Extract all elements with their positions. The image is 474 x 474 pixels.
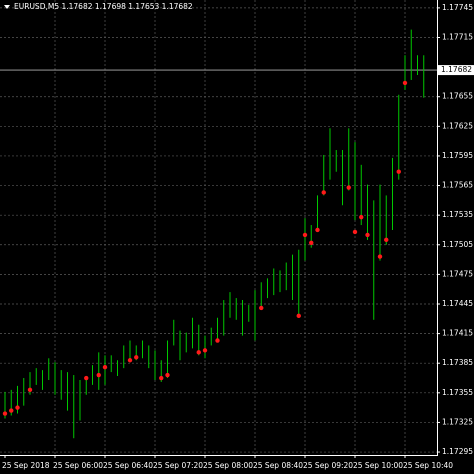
indicator-dot [384, 237, 389, 243]
y-tick-label: 1.17715 [442, 33, 473, 42]
indicator-dot [215, 338, 220, 343]
indicator-dot [102, 364, 108, 370]
current-price-label: 1.17682 [441, 65, 472, 74]
indicator-dot [9, 408, 14, 413]
indicator-dot [196, 350, 201, 355]
indicator-dot [96, 372, 101, 378]
indicator-dot [302, 232, 308, 238]
y-tick-label: 1.17565 [442, 181, 473, 190]
symbol-info: EURUSD,M5 1.17682 1.17698 1.17653 1.1768… [14, 2, 193, 11]
indicator-dot [402, 80, 408, 86]
indicator-dot [159, 375, 164, 381]
indicator-dot [315, 227, 320, 233]
x-tick-label: 25 Sep 10:40 [403, 461, 453, 470]
indicator-dot [359, 214, 364, 220]
indicator-dot [27, 387, 33, 393]
indicator-dot [346, 185, 351, 190]
y-tick-label: 1.17385 [442, 358, 473, 367]
collapse-icon[interactable] [4, 5, 10, 9]
y-tick-label: 1.17355 [442, 388, 473, 397]
y-tick-label: 1.17745 [442, 3, 473, 12]
indicator-dot [377, 254, 383, 259]
y-tick-label: 1.17295 [442, 447, 473, 456]
marks [2, 29, 425, 439]
indicator-dot [84, 375, 89, 381]
indicator-dot [127, 358, 133, 363]
indicator-dot [202, 348, 208, 353]
y-tick-label: 1.17625 [442, 121, 473, 130]
y-tick-label: 1.17325 [442, 417, 473, 426]
indicator-dot [321, 190, 326, 195]
y-tick-label: 1.17655 [442, 92, 473, 101]
y-tick-label: 1.17445 [442, 299, 473, 308]
y-tick-label: 1.17415 [442, 329, 473, 338]
y-tick-label: 1.17595 [442, 151, 473, 160]
indicator-dot [365, 232, 370, 238]
indicator-dot [2, 411, 8, 416]
x-tick-label: 25 Sep 06:40 [103, 461, 153, 470]
indicator-dot [134, 355, 139, 360]
indicator-dot [165, 372, 170, 378]
x-tick-label: 25 Sep 08:40 [253, 461, 303, 470]
x-tick-label: 25 Sep 10:00 [353, 461, 403, 470]
indicator-dot [309, 240, 314, 245]
grid [0, 0, 437, 455]
current-price-box [438, 65, 474, 76]
x-tick-label: 25 Sep 09:20 [303, 461, 353, 470]
x-tick-label: 25 Sep 2018 [2, 461, 50, 470]
x-tick-label: 25 Sep 06:00 [53, 461, 103, 470]
indicator-dot [259, 305, 264, 311]
y-tick-label: 1.17535 [442, 210, 473, 219]
indicator-dot [296, 313, 301, 319]
y-tick-label: 1.17475 [442, 269, 473, 278]
x-tick-label: 25 Sep 08:00 [203, 461, 253, 470]
indicator-dot [15, 405, 20, 410]
x-tick-label: 25 Sep 07:20 [153, 461, 203, 470]
y-tick-label: 1.17505 [442, 240, 473, 249]
indicator-dot [352, 229, 358, 235]
indicator-dot [396, 169, 401, 174]
